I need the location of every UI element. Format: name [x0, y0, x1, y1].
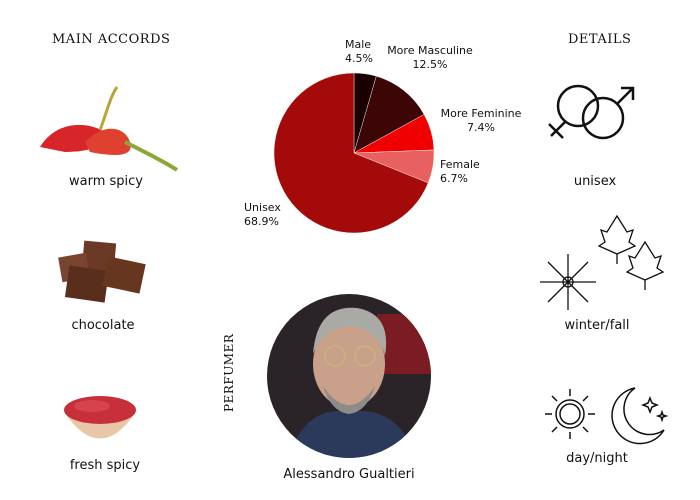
- accord-label: chocolate: [71, 318, 135, 333]
- pie-slice-unisex: [273, 72, 429, 234]
- detail-label: unisex: [573, 174, 617, 189]
- accord-label: fresh spicy: [69, 458, 141, 473]
- chocolate-icon: [58, 240, 146, 303]
- pie-label-name: More Masculine: [387, 44, 473, 57]
- pie-label-name: Female: [440, 158, 480, 171]
- main-accords-heading: MAIN ACCORDS: [52, 32, 171, 47]
- details-heading: DETAILS: [568, 32, 632, 47]
- pie-label-value: 12.5%: [412, 58, 448, 71]
- pie-label-value: 6.7%: [440, 172, 468, 185]
- pink-pepper-bowl-icon: [64, 396, 136, 439]
- perfumer-photo[interactable]: [267, 294, 431, 458]
- pie-slice-more-masculine: [353, 75, 425, 154]
- detail-label: winter/fall: [564, 318, 630, 333]
- pie-label-name: Male: [345, 38, 372, 51]
- accord-label: warm spicy: [69, 174, 143, 189]
- pie-label-more-masculine: More Masculine 12.5%: [380, 44, 480, 72]
- pie-label-value: 68.9%: [244, 215, 279, 228]
- perfumer-name[interactable]: Alessandro Gualtieri: [283, 467, 415, 482]
- pie-label-value: 4.5%: [345, 52, 373, 65]
- perfumer-heading: PERFUMER: [222, 333, 236, 412]
- gender-pie-chart: [273, 72, 435, 234]
- pie-label-unisex: Unisex 68.9%: [244, 201, 294, 229]
- pie-label-male: Male 4.5%: [345, 38, 395, 66]
- pie-label-value: 7.4%: [467, 121, 495, 134]
- snowflake-leaves-icon: [540, 214, 665, 310]
- pie-label-name: More Feminine: [440, 107, 522, 120]
- pie-label-female: Female 6.7%: [440, 158, 490, 186]
- detail-label: day/night: [566, 451, 628, 466]
- pie-label-more-feminine: More Feminine 7.4%: [436, 107, 526, 135]
- chili-pepper-icon: [40, 86, 179, 172]
- gender-symbols-icon: [548, 84, 635, 140]
- sun-moon-icon: [545, 387, 669, 445]
- pie-label-name: Unisex: [244, 201, 281, 214]
